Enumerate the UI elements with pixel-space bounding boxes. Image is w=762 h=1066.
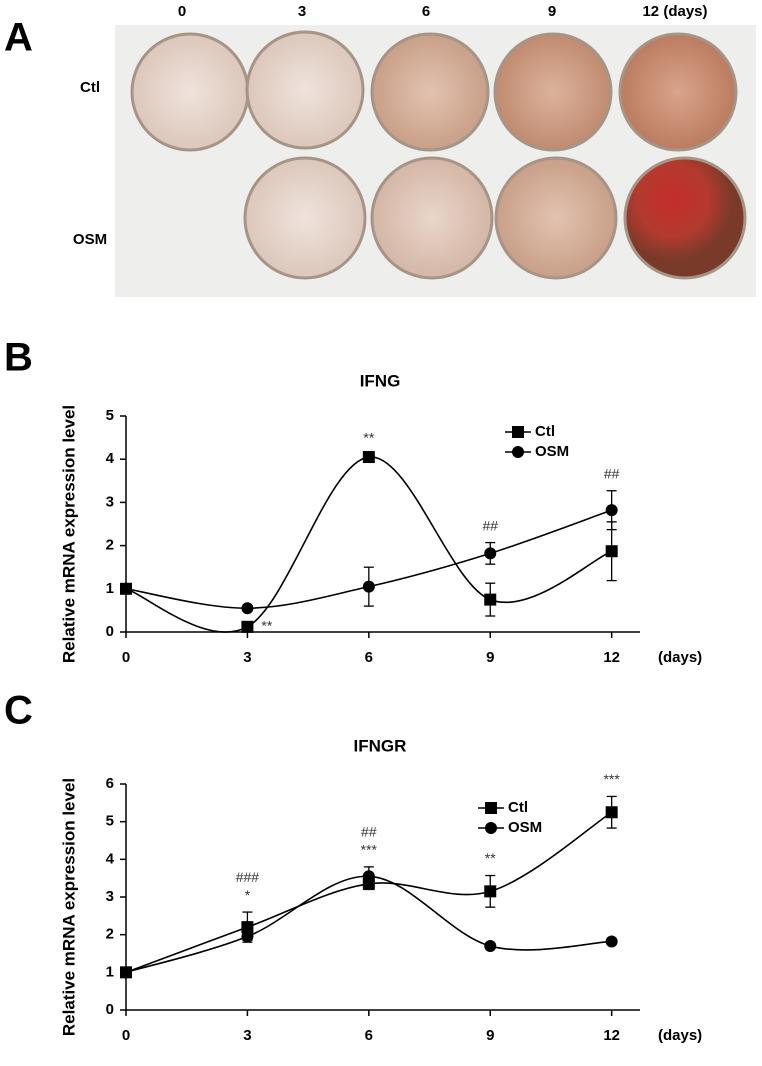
column-label: 6 xyxy=(422,3,430,20)
column-label: 0 xyxy=(178,3,186,20)
chart-title: IFNGR xyxy=(354,736,407,755)
legend-marker xyxy=(485,802,497,814)
marker xyxy=(605,935,618,948)
marker xyxy=(362,580,375,593)
legend-marker xyxy=(512,426,524,438)
row-label: Ctl xyxy=(80,79,100,96)
annotation: *** xyxy=(603,771,620,787)
legend-label: Ctl xyxy=(535,423,555,440)
y-tick-label: 5 xyxy=(106,407,114,424)
panel-letter: B xyxy=(4,336,33,380)
y-tick-label: 3 xyxy=(106,888,114,905)
x-tick-label: 6 xyxy=(365,649,373,666)
x-tick-label: 3 xyxy=(243,649,251,666)
marker xyxy=(362,451,375,464)
marker xyxy=(120,582,132,595)
marker xyxy=(484,885,497,898)
panel-letter: C xyxy=(4,689,33,733)
y-tick-label: 2 xyxy=(106,537,114,554)
marker xyxy=(484,593,497,606)
legend-label: Ctl xyxy=(508,799,528,816)
chart: C IFNGR Relative mRNA expression level (day… xyxy=(4,689,702,1044)
y-tick-label: 2 xyxy=(106,926,114,943)
x-tick-label: 0 xyxy=(122,1027,130,1044)
y-tick-label: 1 xyxy=(106,963,114,980)
annotation: ** xyxy=(261,618,272,634)
annotation: ### xyxy=(236,869,260,885)
y-tick-label: 3 xyxy=(106,493,114,510)
annotation: ## xyxy=(482,517,498,533)
annotation: *** xyxy=(361,842,378,858)
legend-marker xyxy=(512,446,524,458)
x-tick-label: 12 xyxy=(603,649,620,666)
column-label: 3 xyxy=(298,3,306,20)
y-tick-label: 5 xyxy=(106,813,114,830)
y-tick-label: 4 xyxy=(106,450,115,467)
marker xyxy=(241,602,254,615)
x-axis-label: (days) xyxy=(658,649,702,666)
column-label: 12 (days) xyxy=(642,3,707,20)
annotation: ** xyxy=(363,430,374,446)
x-tick-label: 3 xyxy=(243,1027,251,1044)
x-axis-label: (days) xyxy=(658,1027,702,1044)
marker xyxy=(241,620,254,633)
legend-label: OSM xyxy=(508,819,542,836)
x-tick-label: 6 xyxy=(365,1027,373,1044)
legend-label: OSM xyxy=(535,443,569,460)
marker xyxy=(241,930,254,943)
chart: B IFNG Relative mRNA expression level (days… xyxy=(4,336,702,666)
line xyxy=(125,875,612,974)
chart-title: IFNG xyxy=(360,371,401,390)
marker xyxy=(241,921,254,934)
y-axis-label: Relative mRNA expression level xyxy=(59,405,78,663)
y-tick-label: 6 xyxy=(106,775,114,792)
x-tick-label: 0 xyxy=(122,649,130,666)
marker xyxy=(605,504,618,517)
y-tick-label: 1 xyxy=(106,580,114,597)
y-axis-label: Relative mRNA expression level xyxy=(59,778,78,1036)
marker xyxy=(605,806,618,819)
column-label: 9 xyxy=(548,3,556,20)
annotation: ## xyxy=(604,465,620,481)
y-tick-label: 0 xyxy=(106,1001,114,1018)
row-label: OSM xyxy=(73,231,107,248)
panel-letter: A xyxy=(4,16,33,60)
marker xyxy=(120,966,132,979)
marker xyxy=(605,545,618,558)
x-tick-label: 9 xyxy=(486,1027,494,1044)
marker xyxy=(362,870,375,883)
marker xyxy=(484,547,497,560)
y-tick-label: 0 xyxy=(106,623,114,640)
marker xyxy=(484,939,497,952)
annotation: * xyxy=(245,887,251,903)
annotation: ## xyxy=(361,824,377,840)
annotation: ** xyxy=(485,850,496,866)
x-tick-label: 9 xyxy=(486,649,494,666)
x-tick-label: 12 xyxy=(603,1027,620,1044)
photo xyxy=(115,25,756,297)
legend-marker xyxy=(485,822,497,834)
y-tick-label: 4 xyxy=(106,850,115,867)
